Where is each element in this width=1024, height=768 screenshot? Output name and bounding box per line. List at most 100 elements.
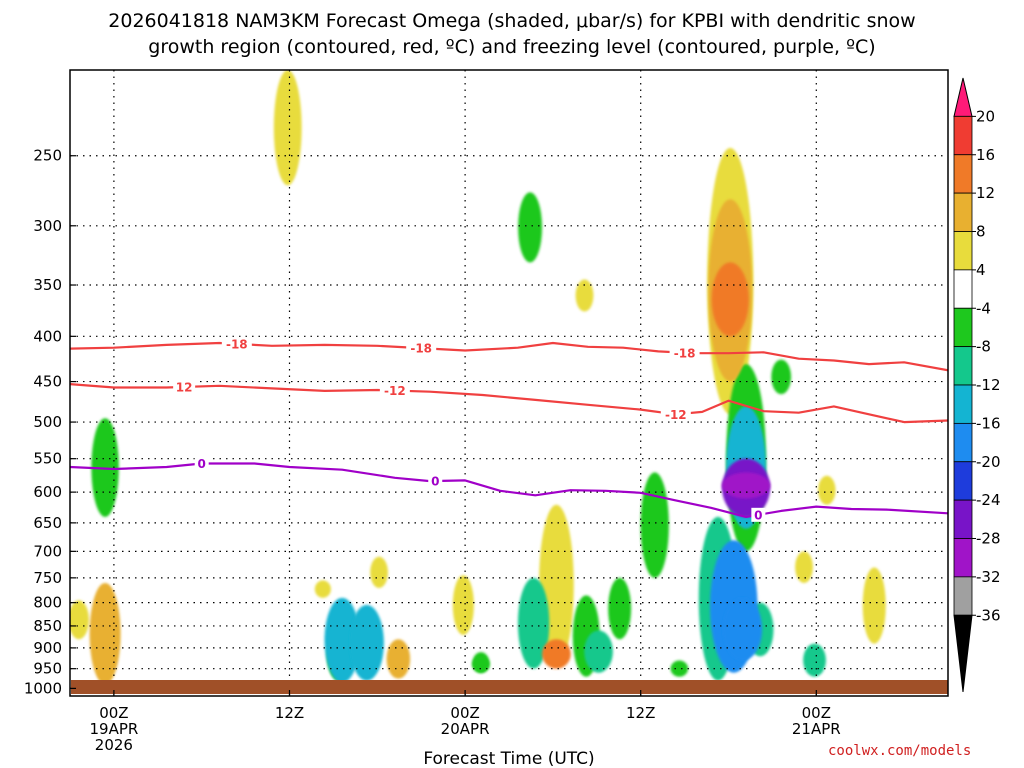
y-tick-label-900: 900 bbox=[33, 639, 62, 657]
colorbar-swatch-1 bbox=[953, 154, 973, 194]
x-tick-label-10-0: 12Z bbox=[275, 704, 304, 722]
contour-label-bg--12-0 bbox=[173, 379, 196, 394]
omega-cell-14 bbox=[518, 192, 543, 263]
omega-cell-37 bbox=[722, 597, 763, 661]
colorbar-bottom-arrow bbox=[953, 614, 973, 693]
colorbar-label-12: -32 bbox=[976, 568, 1001, 586]
y-tick-label-350: 350 bbox=[33, 276, 62, 294]
omega-cell-26 bbox=[803, 643, 826, 677]
omega-cell-1 bbox=[273, 70, 302, 186]
contour-label-bg-0-2 bbox=[751, 507, 766, 522]
y-tick-label-250: 250 bbox=[33, 147, 62, 165]
contour-label-bg-0-1 bbox=[428, 473, 443, 488]
contour-label--18-2: -18 bbox=[674, 346, 696, 360]
colorbar-label-1: 16 bbox=[976, 146, 995, 164]
omega-cell-3 bbox=[314, 580, 331, 598]
contour-label-bg--18-1 bbox=[406, 341, 437, 356]
colorbar-label-2: 12 bbox=[976, 184, 995, 202]
omega-cell-27 bbox=[517, 577, 550, 669]
colorbar-swatch-6 bbox=[953, 346, 973, 386]
colorbar-label-10: -24 bbox=[976, 491, 1001, 509]
colorbar-swatch-9 bbox=[953, 461, 973, 501]
colorbar-label-6: -8 bbox=[976, 338, 991, 356]
colorbar-swatch-5 bbox=[953, 307, 973, 348]
chart-title-line2: growth region (contoured, red, ºC) and f… bbox=[148, 36, 875, 58]
plot-area: -18 -18 -18 12 -12 -12 0 0 0 bbox=[70, 70, 948, 696]
chart-title-line1: 2026041818 NAM3KM Forecast Omega (shaded… bbox=[108, 10, 915, 32]
y-tick-label-950: 950 bbox=[33, 660, 62, 678]
omega-cell-31 bbox=[324, 597, 360, 683]
omega-cell-32 bbox=[349, 605, 384, 681]
y-tick-label-650: 650 bbox=[33, 514, 62, 532]
colorbar-swatch-11 bbox=[953, 538, 973, 578]
omega-cell-39 bbox=[722, 472, 771, 499]
omega-cell-4 bbox=[452, 575, 474, 635]
y-tick-label-600: 600 bbox=[33, 483, 62, 501]
contour-line--12 bbox=[70, 383, 948, 424]
omega-cell-17 bbox=[640, 472, 669, 578]
contour-label--18-1: -18 bbox=[410, 342, 432, 356]
omega-cell-8 bbox=[795, 551, 813, 583]
gridlines bbox=[70, 70, 948, 696]
colorbar-swatch-8 bbox=[953, 422, 973, 463]
colorbar-label-5: -4 bbox=[976, 299, 991, 317]
x-tick-label-40-1: 21APR bbox=[792, 720, 841, 738]
omega-cell-24 bbox=[386, 639, 411, 679]
contour-line-0 bbox=[70, 462, 948, 519]
omega-cell-9 bbox=[818, 475, 836, 505]
colorbar-swatch-4 bbox=[953, 269, 973, 309]
colorbar-swatch-2 bbox=[953, 192, 973, 232]
omega-cell-33 bbox=[542, 639, 571, 669]
colorbar-swatch-10 bbox=[953, 499, 973, 539]
x-axis-label: Forecast Time (UTC) bbox=[423, 749, 594, 768]
omega-cell-13 bbox=[472, 656, 490, 673]
contour-label-bg--12-1 bbox=[379, 383, 410, 398]
x-tick-label-20-0: 00Z bbox=[450, 704, 479, 722]
omega-cell-2 bbox=[370, 556, 388, 588]
contour-label-bg-0-0 bbox=[194, 456, 209, 471]
y-tick-label-850: 850 bbox=[33, 617, 62, 635]
colorbar-label-9: -20 bbox=[976, 453, 1001, 471]
colorbar-swatch-7 bbox=[953, 384, 973, 424]
x-tick-label-30-0: 12Z bbox=[626, 704, 655, 722]
omega-cell-19 bbox=[771, 359, 792, 395]
y-axis: 250 300 350 400 450 500 550 600 650 700 750 800 850 9… bbox=[24, 147, 76, 697]
x-tick-label-0-0: 00Z bbox=[99, 704, 128, 722]
contour-label-bg--18-0 bbox=[221, 336, 252, 351]
plot-frame bbox=[69, 69, 949, 697]
omega-cell-10 bbox=[862, 567, 886, 644]
y-tick-label-500: 500 bbox=[33, 413, 62, 431]
omega-cell-18 bbox=[670, 660, 689, 677]
y-tick-label-700: 700 bbox=[33, 542, 62, 560]
colorbar-label-8: -16 bbox=[976, 414, 1001, 432]
contour-label--12-0: 12 bbox=[176, 380, 193, 394]
contour-label--18-0: -18 bbox=[226, 337, 248, 351]
omega-cell-35 bbox=[711, 262, 749, 337]
temperature-contours: -18 -18 -18 12 -12 -12 0 0 0 bbox=[70, 336, 948, 522]
omega-cell-30 bbox=[584, 630, 613, 673]
colorbar-label-4: 4 bbox=[976, 261, 986, 279]
y-tick-label-1000: 1000 bbox=[24, 679, 62, 697]
omega-cell-16 bbox=[608, 577, 632, 640]
colorbar-label-11: -28 bbox=[976, 530, 1001, 548]
contour-label-0-0: 0 bbox=[198, 457, 206, 471]
x-tick-label-20-1: 20APR bbox=[441, 720, 490, 738]
contour-label-0-1: 0 bbox=[431, 474, 439, 488]
contour-label-bg--12-2 bbox=[660, 407, 691, 422]
contour-label-bg--18-2 bbox=[669, 345, 700, 360]
contour-label--12-1: -12 bbox=[384, 384, 406, 398]
omega-shading bbox=[70, 70, 886, 685]
colorbar-label-7: -12 bbox=[976, 376, 1001, 394]
y-tick-label-400: 400 bbox=[33, 327, 62, 345]
y-tick-label-800: 800 bbox=[33, 594, 62, 612]
colorbar-label-13: -36 bbox=[976, 606, 1001, 624]
colorbar-top-arrow bbox=[953, 77, 973, 117]
y-tick-label-750: 750 bbox=[33, 569, 62, 587]
colorbar-label-0: 20 bbox=[976, 107, 995, 125]
credit-text: coolwx.com/models bbox=[828, 743, 971, 759]
omega-cell-23 bbox=[89, 582, 121, 685]
ground-strip bbox=[71, 680, 948, 694]
x-tick-label-0-2: 2026 bbox=[95, 736, 133, 754]
x-tick-label-40-0: 00Z bbox=[802, 704, 831, 722]
